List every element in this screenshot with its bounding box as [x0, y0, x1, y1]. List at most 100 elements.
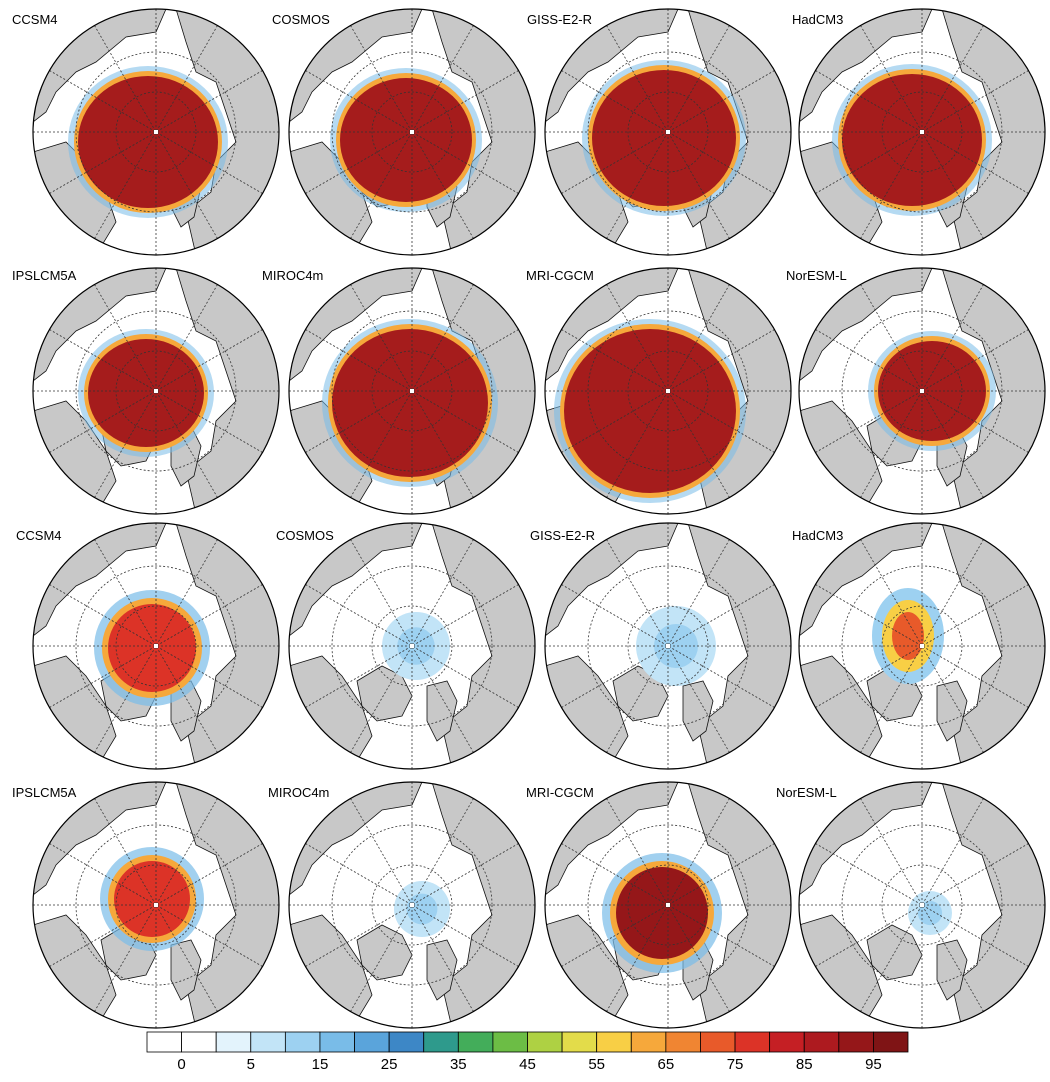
landmass [431, 782, 535, 1028]
latitude-circle [881, 864, 963, 946]
meridian-line [606, 284, 730, 498]
pole-marker [666, 130, 670, 134]
map-panel [544, 8, 792, 256]
meridian-line [606, 539, 730, 753]
latitude-circle [587, 51, 749, 213]
meridian-line [815, 843, 1029, 967]
latitude-circle [75, 51, 237, 213]
meridian-line [606, 798, 730, 1012]
latitude-circle [115, 350, 197, 432]
map-panel [32, 781, 280, 1029]
meridian-line [606, 798, 730, 1012]
landmass [687, 782, 791, 1028]
map-panel [544, 781, 792, 1029]
landmass [941, 523, 1045, 769]
meridian-line [305, 329, 519, 453]
meridian-line [561, 70, 775, 194]
meridian-line [860, 25, 984, 239]
panel-label: MRI-CGCM [526, 785, 594, 800]
map-border [798, 267, 1046, 515]
meridian-line [606, 25, 730, 239]
ice-core [340, 78, 472, 202]
meridian-line [350, 539, 474, 753]
landmass [936, 680, 968, 742]
latitude-circle [587, 310, 749, 472]
map-panel [32, 522, 280, 770]
meridian-line [49, 70, 263, 194]
latitude-circle [627, 605, 709, 687]
panel-label: IPSLCM5A [12, 268, 77, 283]
latitude-circle [331, 310, 493, 472]
ice-core [892, 612, 924, 660]
meridian-line [815, 584, 1029, 708]
meridian-line [49, 584, 263, 708]
pole-marker [410, 389, 414, 393]
meridian-line [94, 25, 218, 239]
latitude-circle [841, 51, 1003, 213]
latitude-circle [371, 605, 453, 687]
landmass [936, 939, 968, 1001]
pole-marker [920, 389, 924, 393]
meridian-line [561, 70, 775, 194]
colorbar-tick-label: 75 [726, 1056, 744, 1073]
landmass [682, 680, 714, 742]
meridian-line [350, 25, 474, 239]
panel-label: COSMOS [276, 528, 334, 543]
meridian-line [94, 284, 218, 498]
meridian-line [815, 70, 1029, 194]
latitude-circle [371, 864, 453, 946]
meridian-line [305, 584, 519, 708]
meridian-line [350, 25, 474, 239]
latitude-circle [841, 565, 1003, 727]
meridian-line [860, 25, 984, 239]
meridian-line [94, 25, 218, 239]
pole-marker [666, 644, 670, 648]
meridian-line [94, 798, 218, 1012]
latitude-circle [627, 91, 709, 173]
map-border [544, 522, 792, 770]
map-border [544, 8, 792, 256]
map-panel [288, 267, 536, 515]
panel-label: CCSM4 [12, 12, 58, 27]
ice-core [88, 339, 204, 447]
meridian-line [305, 843, 519, 967]
meridian-line [561, 329, 775, 453]
map-panel [288, 522, 536, 770]
pole-marker [666, 389, 670, 393]
ice-faint-core [654, 624, 698, 668]
colorbar-tick-label: 45 [519, 1056, 536, 1073]
latitude-circle [627, 350, 709, 432]
pole-marker [154, 903, 158, 907]
latitude-circle [627, 864, 709, 946]
pole-marker [666, 903, 670, 907]
map-panel [32, 8, 280, 256]
latitude-circle [75, 310, 237, 472]
meridian-line [305, 843, 519, 967]
pole-marker [410, 644, 414, 648]
landmass [941, 782, 1045, 1028]
colorbar-tick-label: 5 [246, 1056, 255, 1073]
meridian-line [305, 70, 519, 194]
meridian-line [860, 798, 984, 1012]
meridian-line [350, 798, 474, 1012]
meridian-line [815, 843, 1029, 967]
latitude-circle [841, 824, 1003, 986]
map-panel [798, 522, 1046, 770]
meridian-line [350, 539, 474, 753]
meridian-line [94, 539, 218, 753]
meridian-line [350, 284, 474, 498]
meridian-line [305, 329, 519, 453]
meridian-line [561, 584, 775, 708]
meridian-line [815, 329, 1029, 453]
map-panel [32, 267, 280, 515]
map-border [32, 8, 280, 256]
meridian-line [860, 539, 984, 753]
latitude-circle [841, 310, 1003, 472]
panel-label: HadCM3 [792, 528, 844, 543]
map-panel [798, 8, 1046, 256]
colorbar-tick-label: 85 [795, 1056, 813, 1073]
map-border [798, 8, 1046, 256]
latitude-circle [881, 350, 963, 432]
meridian-line [860, 539, 984, 753]
colorbar-tick-label: 25 [380, 1056, 398, 1073]
